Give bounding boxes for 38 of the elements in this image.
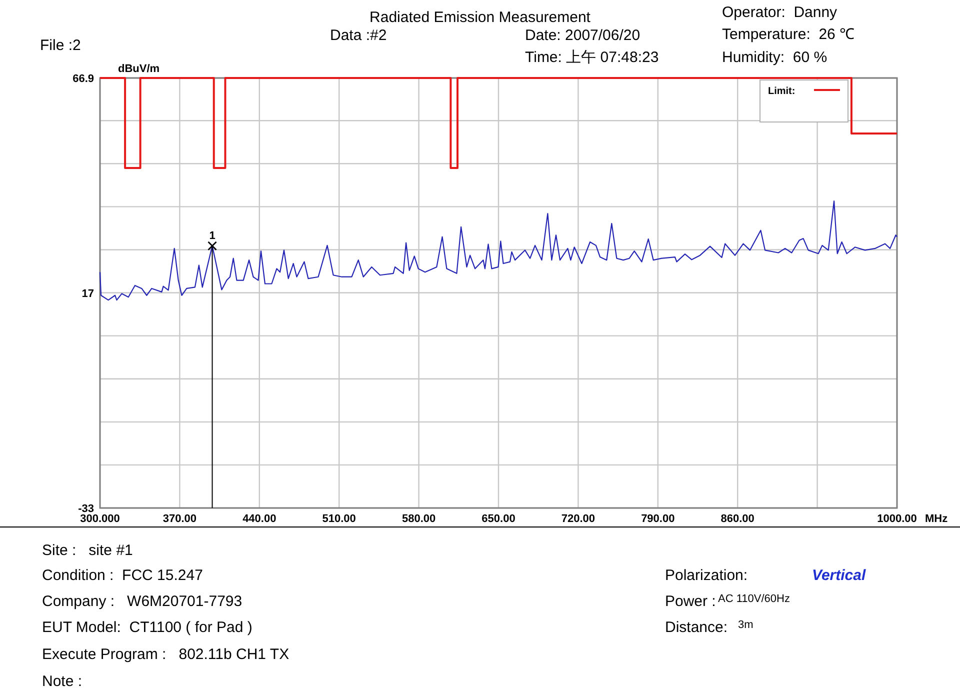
x-tick-label: 860.00: [720, 513, 754, 525]
text: Operator: Danny: [722, 4, 838, 21]
x-tick-label: 1000.00: [877, 513, 917, 525]
text: Distance:: [665, 619, 728, 636]
text: Temperature: 26 ℃: [722, 26, 855, 43]
legend-label: Limit:: [768, 86, 796, 97]
x-tick-label: 790.00: [641, 513, 675, 525]
x-tick-label: 300.000: [80, 513, 120, 525]
text: EUT Model: CT1100 ( for Pad ): [42, 619, 252, 636]
text: Company : W6M20701-7793: [42, 593, 242, 610]
text: 3m: [738, 619, 754, 631]
annotation: 1: [209, 230, 216, 242]
text: AC 110V/60Hz: [718, 593, 790, 605]
line-series: [99, 200, 898, 301]
text: Note :: [42, 673, 82, 690]
text: Humidity: 60 %: [722, 49, 828, 66]
x-tick-label: 440.00: [242, 513, 276, 525]
text: File :2: [40, 37, 81, 54]
y-tick-label: 66.9: [72, 73, 94, 85]
text: Power :: [665, 593, 716, 610]
text: Date: 2007/06/20: [525, 27, 640, 44]
x-tick-label: 720.00: [561, 513, 596, 525]
y-tick-label: -33: [78, 503, 94, 515]
text: Execute Program : 802.11b CH1 TX: [42, 646, 290, 663]
y-tick-label: 17: [82, 288, 94, 300]
text: Polarization:: [665, 567, 748, 584]
x-axis-title: MHz: [925, 513, 948, 525]
x-tick-label: 370.00: [162, 513, 197, 525]
text: Vertical: [812, 567, 866, 584]
x-tick-label: 580.00: [402, 513, 436, 525]
chart-title: Radiated Emission Measurement: [370, 9, 592, 26]
y-axis-title: dBuV/m: [118, 63, 160, 75]
text: Time: 上午 07:48:23: [525, 49, 659, 66]
x-tick-label: 650.00: [482, 513, 516, 525]
text: Data :#2: [330, 27, 387, 44]
x-tick-label: 510.00: [322, 513, 356, 525]
text: Site : site #1: [42, 542, 133, 559]
text: Condition : FCC 15.247: [42, 567, 203, 584]
